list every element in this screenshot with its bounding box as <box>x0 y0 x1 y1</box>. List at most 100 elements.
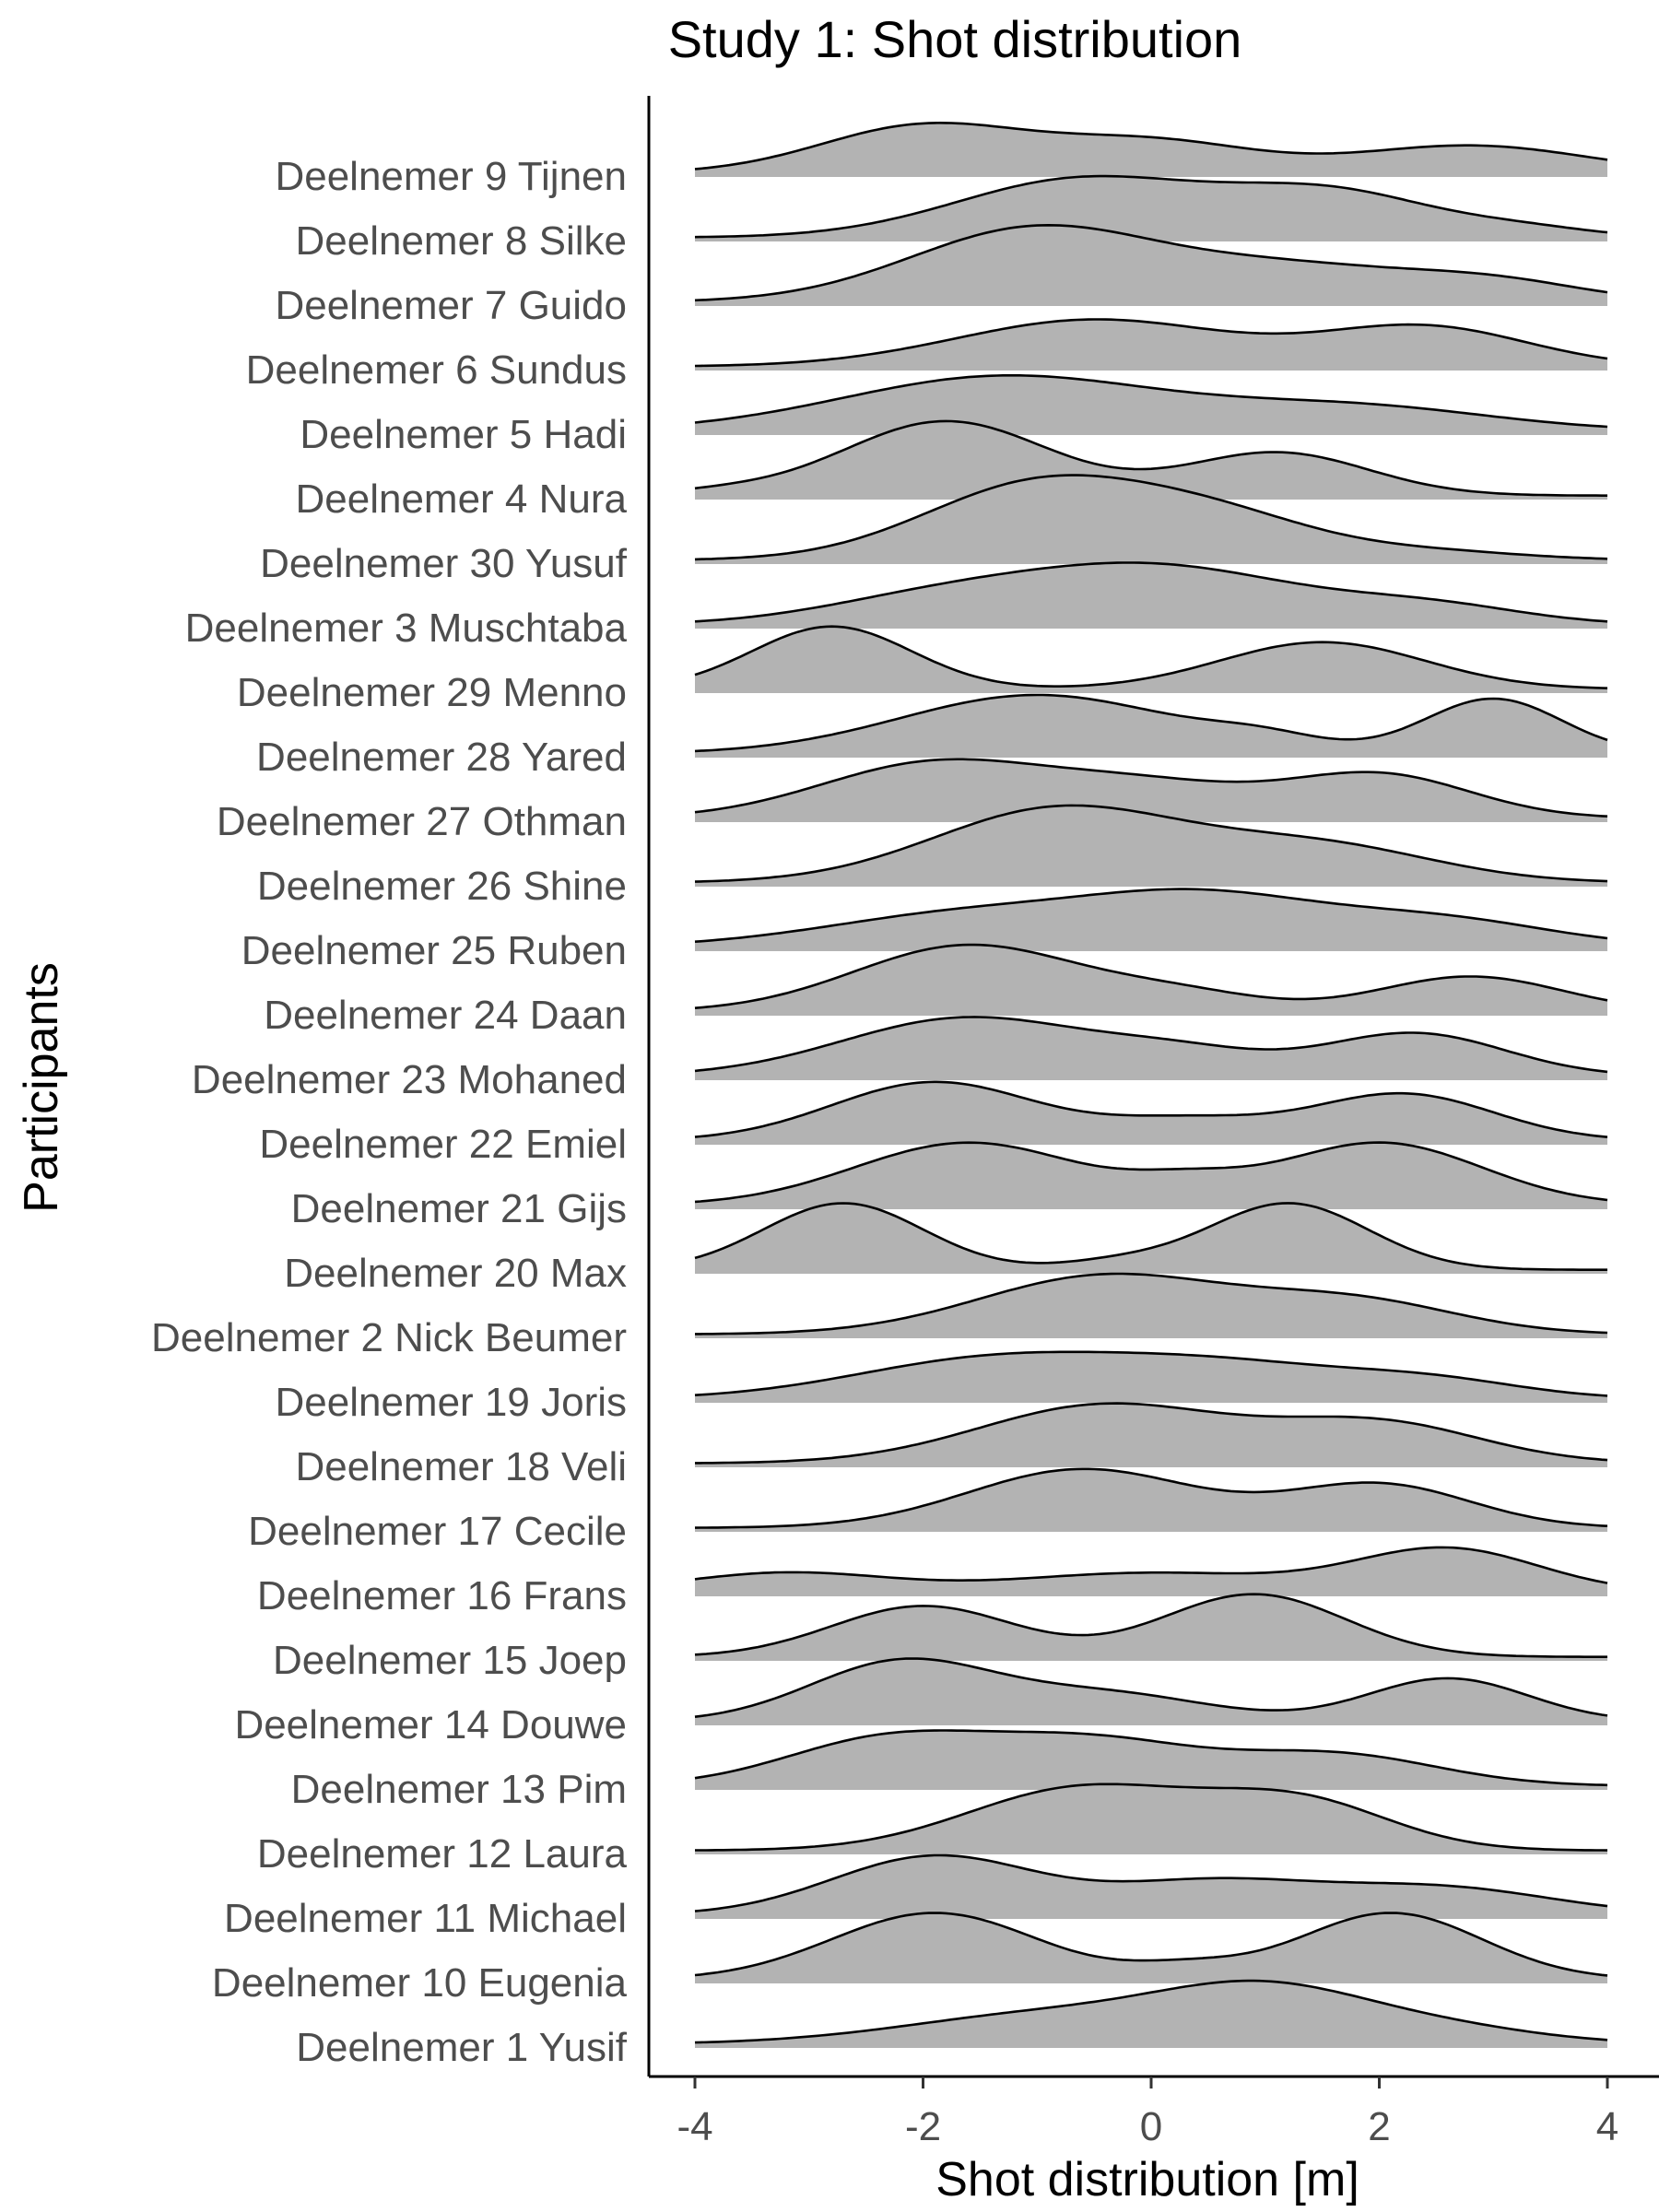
y-tick-label: Deelnemer 16 Frans <box>257 1573 627 1618</box>
y-tick-label: Deelnemer 3 Muschtaba <box>185 606 628 651</box>
y-tick-label: Deelnemer 8 Silke <box>296 218 628 264</box>
ridge-fill <box>695 1017 1607 1080</box>
ridge-line <box>694 1350 1608 1397</box>
ridge-series <box>694 174 1608 241</box>
ridge-line <box>694 561 1608 623</box>
ridge-line <box>694 1912 1608 1977</box>
ridge-fill <box>695 176 1607 241</box>
x-axis-ticks: -4 -2 0 2 4 <box>677 2077 1618 2149</box>
ridge-fill <box>695 1981 1607 2048</box>
ridge-series <box>694 1853 1608 1919</box>
ridge-fill <box>695 1658 1607 1725</box>
ridge-fill <box>695 123 1607 177</box>
y-tick-label: Deelnemer 10 Eugenia <box>212 1960 628 2006</box>
ridge-series <box>694 1467 1608 1532</box>
ridge-series <box>694 374 1608 435</box>
ridge-series <box>694 1912 1608 1983</box>
ridge-series <box>694 561 1608 629</box>
y-axis-title: Participants <box>15 962 68 1213</box>
y-tick-label: Deelnemer 5 Hadi <box>300 412 627 457</box>
y-tick-label: Deelnemer 15 Joep <box>273 1638 627 1683</box>
ridge-fill <box>695 1468 1607 1532</box>
y-tick-label: Deelnemer 12 Laura <box>257 1831 628 1877</box>
ridge-fill <box>695 1855 1607 1919</box>
ridge-line <box>694 223 1608 302</box>
y-tick-label: Deelnemer 11 Michael <box>224 1896 627 1941</box>
ridge-series <box>694 693 1608 758</box>
ridge-line <box>694 474 1608 561</box>
y-tick-label: Deelnemer 19 Joris <box>276 1380 628 1425</box>
ridge-line <box>694 374 1608 429</box>
x-tick-label: -2 <box>905 2104 941 2149</box>
ridge-line <box>694 693 1608 753</box>
ridge-series <box>694 1546 1608 1596</box>
ridge-line <box>694 1593 1607 1658</box>
y-tick-label: Deelnemer 7 Guido <box>275 283 627 328</box>
ridge-fill <box>695 225 1607 306</box>
y-axis-labels: Deelnemer 9 Tijnen Deelnemer 8 Silke Deeln… <box>151 154 628 2070</box>
ridge-fill <box>695 1203 1607 1274</box>
ridge-fill <box>695 805 1607 887</box>
ridge-line <box>694 1979 1608 2044</box>
ridge-fill <box>695 1351 1607 1403</box>
y-tick-label: Deelnemer 18 Veli <box>295 1444 627 1489</box>
ridge-series <box>694 1080 1608 1145</box>
y-tick-label: Deelnemer 17 Cecile <box>248 1509 627 1554</box>
ridge-series <box>694 888 1608 951</box>
y-tick-label: Deelnemer 25 Ruben <box>241 928 627 973</box>
ridge-series <box>695 1272 1608 1338</box>
y-tick-label: Deelnemer 6 Sundus <box>246 347 627 393</box>
ridge-fill <box>695 1730 1607 1790</box>
y-tick-label: Deelnemer 14 Douwe <box>234 1702 627 1747</box>
ridge-line <box>695 1402 1608 1465</box>
ridge-line <box>694 804 1608 883</box>
ridge-fill <box>695 420 1607 500</box>
ridge-fill <box>695 1547 1607 1596</box>
y-tick-label: Deelnemer 28 Yared <box>256 735 627 780</box>
ridge-series <box>694 318 1608 371</box>
ridge-line <box>694 1016 1608 1074</box>
ridge-line <box>694 1467 1608 1529</box>
ridge-fill <box>695 945 1607 1016</box>
ridge-line <box>694 888 1608 943</box>
ridge-line <box>694 1080 1608 1138</box>
y-tick-label: Deelnemer 26 Shine <box>257 864 627 909</box>
y-tick-label: Deelnemer 13 Pim <box>291 1767 627 1812</box>
ridge-series <box>694 1979 1608 2048</box>
y-tick-label: Deelnemer 4 Nura <box>296 477 628 522</box>
ridge-line <box>695 1272 1608 1335</box>
ridge-fill <box>695 1594 1607 1661</box>
ridge-fill <box>695 1912 1607 1983</box>
ridge-series <box>694 223 1608 306</box>
ridge-series <box>694 1593 1607 1661</box>
ridge-line <box>694 625 1608 689</box>
ridge-series <box>695 1402 1608 1467</box>
y-tick-label: Deelnemer 23 Mohaned <box>192 1057 627 1102</box>
y-tick-label: Deelnemer 1 Yusif <box>296 2025 628 2070</box>
ridge-series <box>694 1657 1608 1725</box>
ridge-fill <box>695 1274 1607 1338</box>
x-axis-title: Shot distribution [m] <box>935 2153 1359 2206</box>
y-tick-label: Deelnemer 22 Emiel <box>259 1122 627 1167</box>
ridge-series <box>694 625 1608 693</box>
ridge-series <box>694 1141 1608 1209</box>
ridge-line <box>694 419 1607 497</box>
ridge-line <box>694 121 1608 171</box>
ridge-series <box>694 1350 1608 1403</box>
x-tick-label: 4 <box>1596 2104 1618 2149</box>
ridge-series <box>694 804 1608 887</box>
ridge-fill <box>695 1783 1607 1854</box>
ridge-fill <box>695 562 1607 629</box>
ridge-line <box>694 1853 1608 1912</box>
ridge-fill <box>695 1081 1607 1145</box>
ridge-series <box>694 419 1607 500</box>
ridge-fill <box>695 319 1607 371</box>
ridge-series <box>694 943 1608 1016</box>
ridge-series <box>694 1016 1608 1080</box>
ridge-fill <box>695 888 1607 951</box>
x-tick-label: -4 <box>677 2104 712 2149</box>
ridge-series <box>694 1729 1608 1790</box>
ridge-fill <box>695 375 1607 435</box>
ridge-line <box>694 1141 1608 1204</box>
